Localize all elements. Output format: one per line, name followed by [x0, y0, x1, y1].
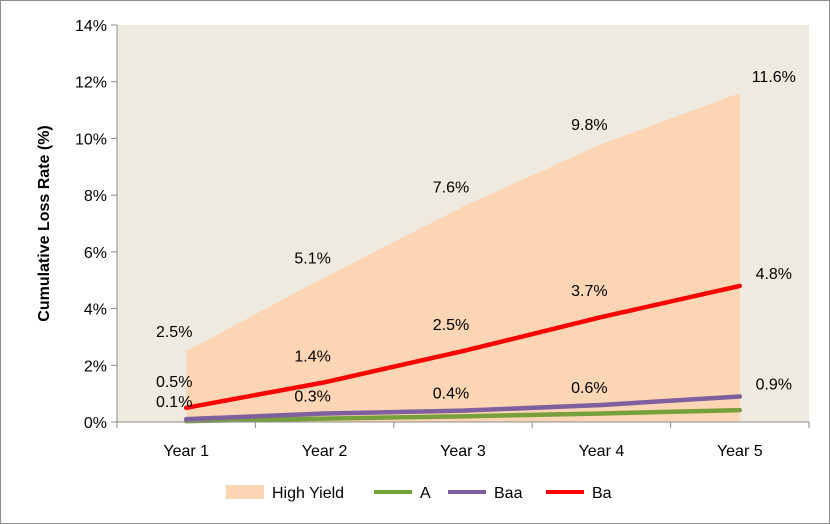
data-label-ba: 4.8%: [756, 266, 792, 283]
line-series-group: [183, 283, 743, 424]
x-tick-label: Year 4: [579, 443, 625, 460]
x-tick-label: Year 1: [163, 443, 209, 460]
legend-swatch-high-yield: [226, 485, 264, 499]
y-axis-title: Cumulative Loss Rate (%): [36, 125, 53, 321]
legend-label-a: A: [420, 485, 431, 502]
y-tick-label: 2%: [84, 358, 107, 375]
legend-label-baa: Baa: [494, 485, 523, 502]
line-a: [183, 407, 743, 424]
data-label-ba: 3.7%: [571, 283, 607, 300]
legend-label-ba: Ba: [592, 485, 612, 502]
data-label-high-yield: 7.6%: [433, 179, 469, 196]
data-label-high-yield: 9.8%: [571, 117, 607, 134]
x-tick-label: Year 5: [717, 443, 763, 460]
data-label-ba: 2.5%: [433, 317, 469, 334]
legend: High Yield A Baa Ba: [226, 485, 612, 502]
data-label-high-yield: 2.5%: [156, 324, 192, 341]
y-tick-label: 12%: [75, 75, 107, 92]
area-series-group: [186, 93, 740, 423]
x-tick-label: Year 3: [440, 443, 486, 460]
data-label-baa: 0.9%: [756, 376, 792, 393]
legend-label-high-yield: High Yield: [272, 485, 344, 502]
data-label-baa: 0.6%: [571, 380, 607, 397]
data-label-baa: 0.1%: [156, 394, 192, 411]
y-tick-label: 0%: [84, 415, 107, 432]
y-tick-label: 10%: [75, 131, 107, 148]
y-tick-label: 6%: [84, 245, 107, 262]
y-tick-label: 8%: [84, 188, 107, 205]
data-label-baa: 0.4%: [433, 386, 469, 403]
axes-group: 0% 2% 4% 6% 8% 10% 12% 14% Year 1 Year 2 Year 3 Yea…: [75, 18, 810, 460]
data-labels-group: 2.5% 5.1% 7.6% 9.8% 11.6% 0.1% 0.3% 0.4% 0.6% 0.9…: [156, 69, 796, 411]
data-label-high-yield: 5.1%: [294, 250, 330, 267]
data-label-high-yield: 11.6%: [752, 69, 796, 86]
data-label-ba: 0.5%: [156, 374, 192, 391]
line-ba: [183, 283, 743, 411]
area-high-yield: [186, 93, 740, 423]
data-label-baa: 0.3%: [294, 388, 330, 405]
line-baa: [183, 394, 743, 422]
data-label-ba: 1.4%: [294, 348, 330, 365]
y-tick-label: 14%: [75, 18, 107, 35]
y-tick-label: 4%: [84, 302, 107, 319]
x-tick-label: Year 2: [302, 443, 348, 460]
